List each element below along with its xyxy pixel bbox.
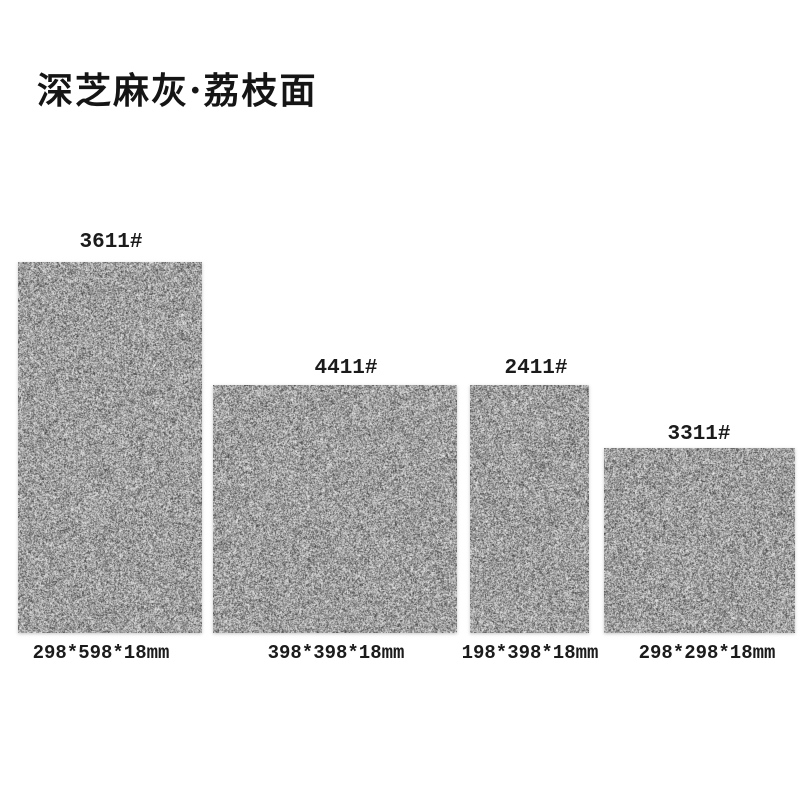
tile-size-label: 398*398*18mm: [268, 642, 405, 664]
stone-tile-swatch: [213, 385, 457, 633]
tile-size-label: 198*398*18mm: [462, 642, 599, 664]
stone-tile-swatch: [18, 262, 202, 633]
stone-tile-swatch: [604, 448, 795, 633]
tile-model-label: 3611#: [79, 231, 142, 254]
tile-model-label: 3311#: [667, 423, 730, 446]
tile-model-label: 2411#: [504, 357, 567, 380]
tile-size-label: 298*598*18mm: [33, 642, 170, 664]
stone-tile-swatch: [470, 385, 589, 633]
tile-size-label: 298*298*18mm: [639, 642, 776, 664]
product-spec-sheet: 深芝麻灰·荔枝面 3611# 298*598*18mm 4411# 398*39…: [0, 0, 800, 800]
tile-model-label: 4411#: [314, 357, 377, 380]
page-title: 深芝麻灰·荔枝面: [37, 62, 318, 114]
